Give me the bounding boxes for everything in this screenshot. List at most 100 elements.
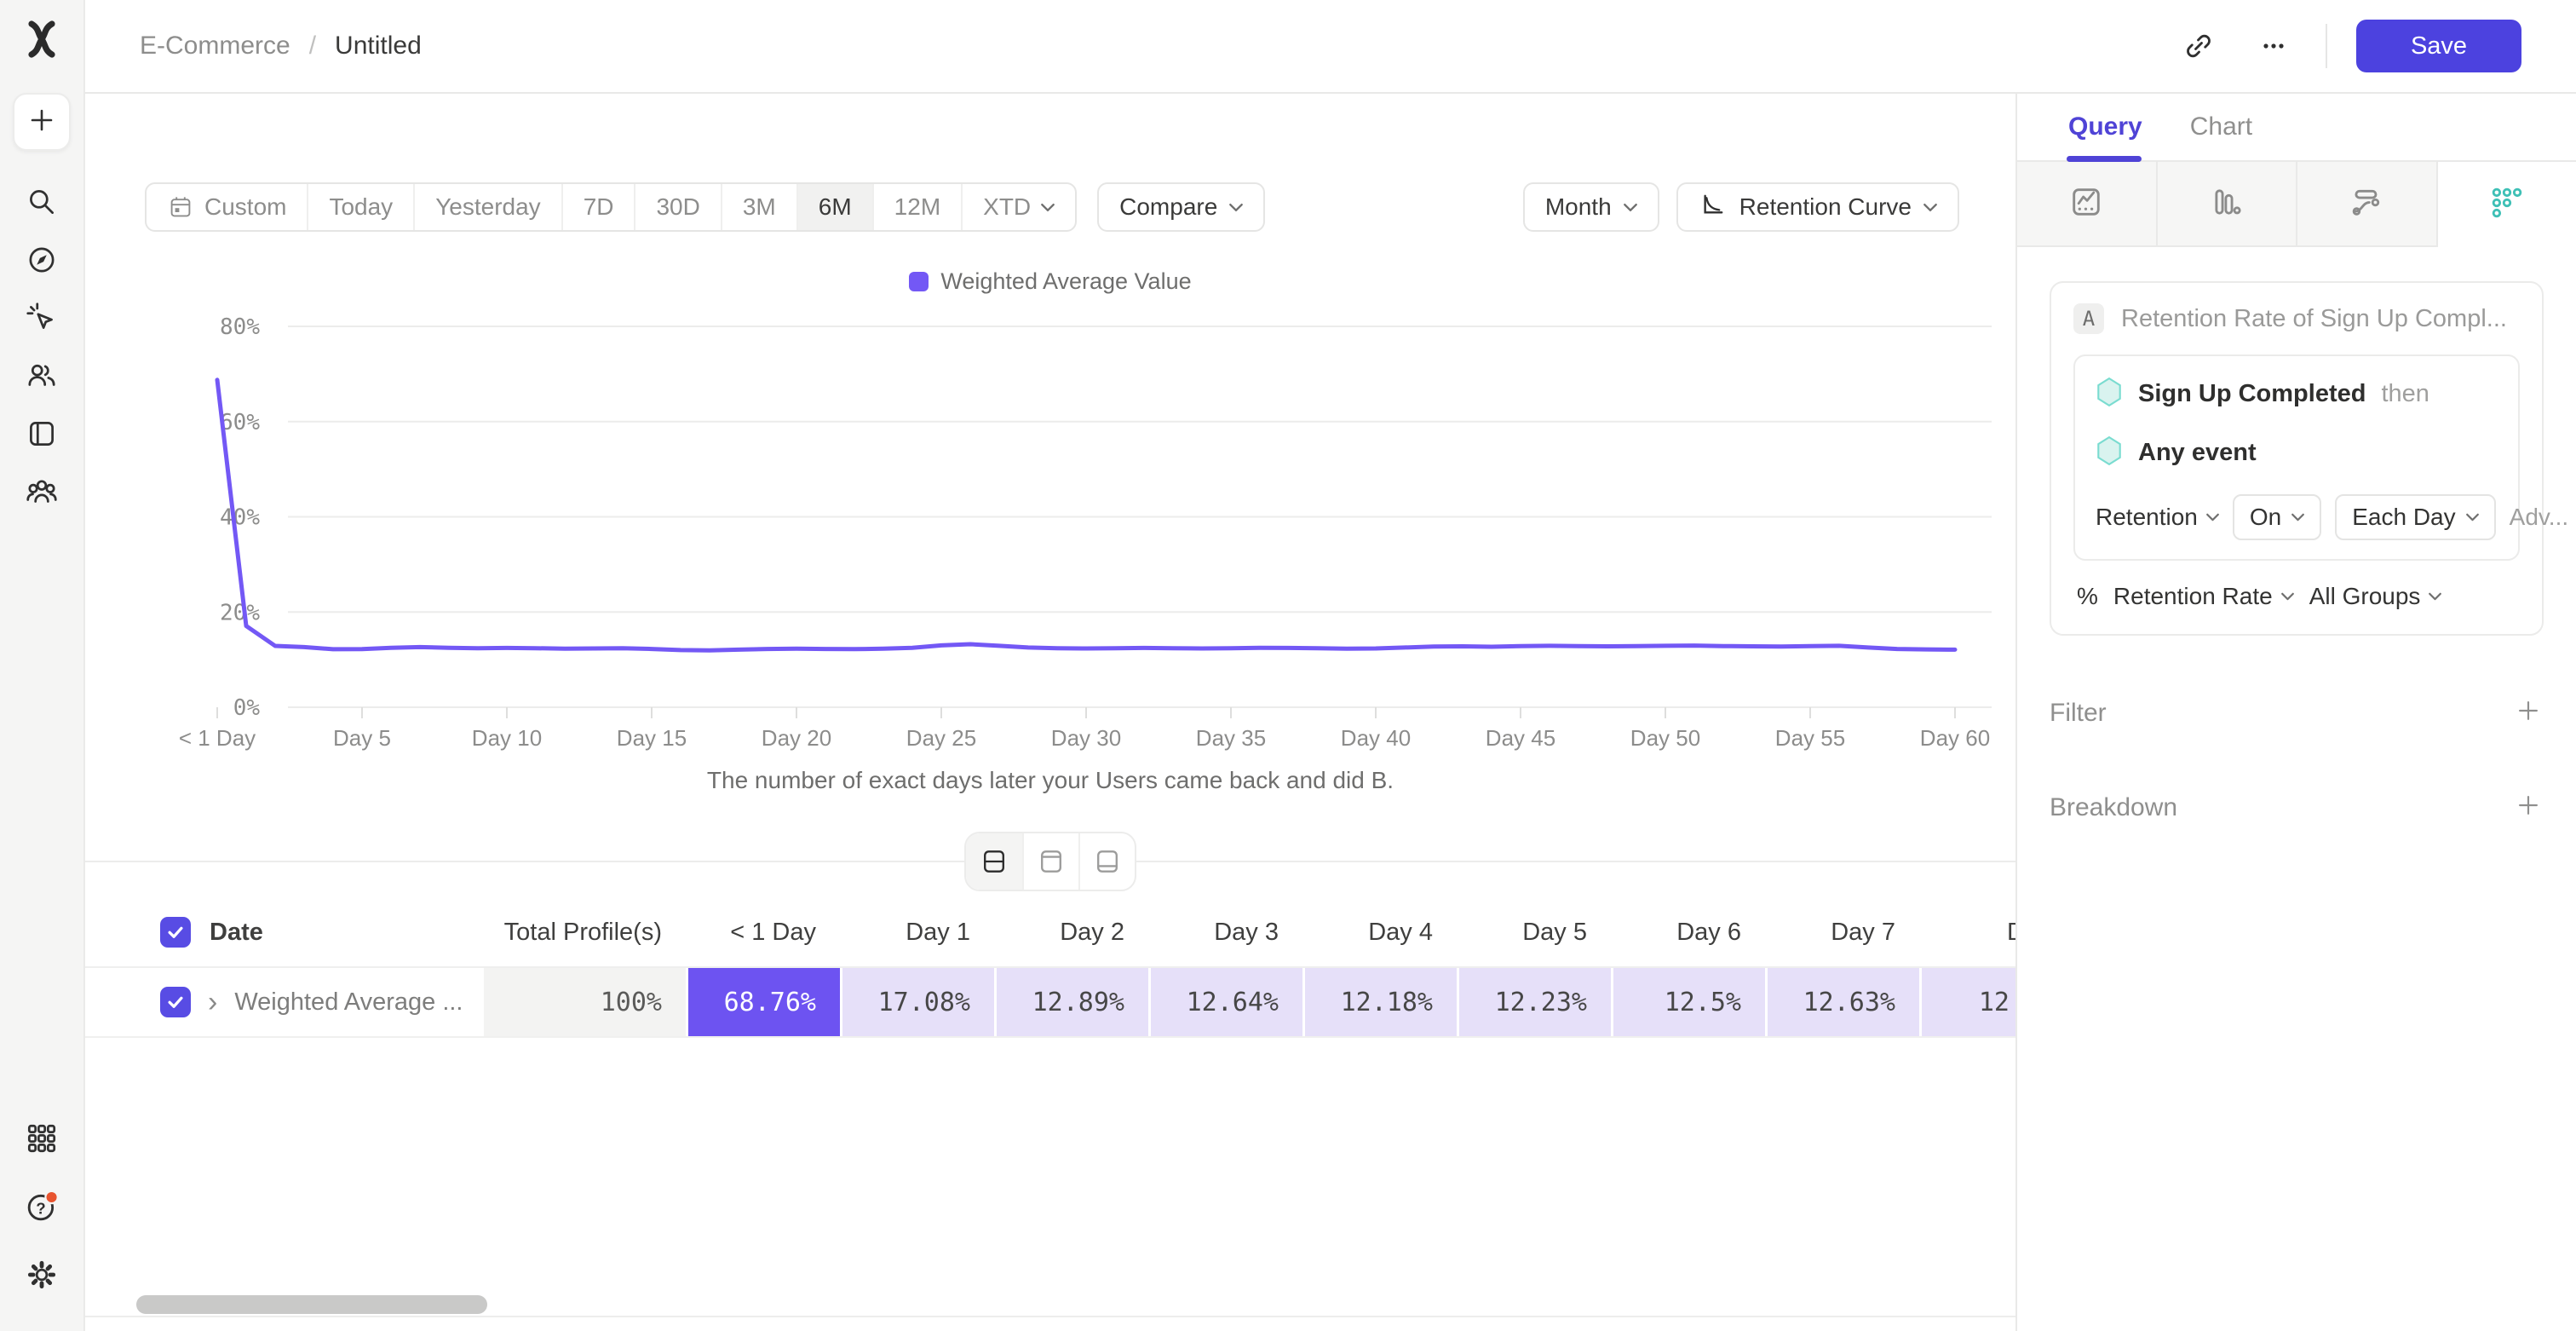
search-icon[interactable] [14,179,69,225]
chart-legend: Weighted Average Value [85,268,2015,295]
date-range-custom[interactable]: Custom [147,184,307,230]
view-toggle-split-view[interactable] [966,833,1022,890]
svg-text:Day 55: Day 55 [1775,725,1845,751]
retention-cell[interactable]: 12.5% [1613,968,1765,1036]
compass-icon[interactable] [14,237,69,283]
link-icon[interactable] [2176,23,2222,69]
column-header-total-profile-s-[interactable]: Total Profile(s) [503,918,662,946]
date-range-30d[interactable]: 30D [634,184,720,230]
groups-dropdown[interactable]: All Groups [2309,583,2442,610]
retention-cell[interactable]: 12.18% [1305,968,1457,1036]
tab-chart[interactable]: Chart [2189,112,2253,141]
retention-interval-dropdown[interactable]: Each Day [2335,494,2496,540]
date-range-6m[interactable]: 6M [796,184,872,230]
advanced-dropdown[interactable]: Adv... [2509,504,2569,530]
granularity-dropdown[interactable]: Month [1522,182,1659,232]
query-card: A Retention Rate of Sign Up Compl... Sig… [2050,281,2568,636]
compare-button[interactable]: Compare [1097,182,1266,232]
settings-gear-icon[interactable] [14,1252,69,1298]
panel-tabs: Query Chart [2017,94,2576,162]
tab-retention[interactable] [2435,162,2576,247]
date-range-7d[interactable]: 7D [561,184,635,230]
svg-text:20%: 20% [220,600,260,625]
column-header-day-1[interactable]: Day 1 [906,918,970,946]
retention-type-dropdown[interactable]: Retention [2096,504,2219,531]
tab-insights[interactable] [2017,162,2156,247]
step-event-name[interactable]: Any event [2138,439,2257,466]
svg-text:Day 40: Day 40 [1341,725,1411,751]
cohorts-icon[interactable] [14,469,69,515]
retention-chart[interactable]: 0% 20% 40% 60% 80% < 1 Day Day 5 Day 10 Day 15 Da… [85,297,2015,761]
date-range-control: Custom Today Yesterday 7D 30D 3M 6M 12M XTD [145,182,1078,232]
percent-prefix: % [2077,583,2098,609]
mixpanel-logo[interactable] [21,19,62,64]
retention-cell[interactable]: 12.63% [1768,968,1919,1036]
chart-type-dropdown[interactable]: Retention Curve [1676,182,1959,232]
help-icon[interactable]: ? [14,1184,69,1230]
svg-text:Day 25: Day 25 [906,725,976,751]
date-range-yesterday[interactable]: Yesterday [413,184,561,230]
legend-label: Weighted Average Value [940,268,1192,294]
apps-grid-icon[interactable] [14,1115,69,1161]
retention-cell[interactable]: 12.23% [1459,968,1611,1036]
date-range-3m[interactable]: 3M [720,184,796,230]
retention-cell[interactable]: 17.08% [842,968,994,1036]
breadcrumb-project[interactable]: E-Commerce [140,32,290,60]
query-title[interactable]: Retention Rate of Sign Up Compl... [2121,304,2507,332]
column-header-day-4[interactable]: Day 4 [1368,918,1433,946]
column-header-day-7[interactable]: Day 7 [1831,918,1895,946]
tab-funnels[interactable] [2155,162,2296,247]
svg-text:Day 50: Day 50 [1630,725,1700,751]
date-range-12m[interactable]: 12M [871,184,961,230]
row-checkbox[interactable] [160,987,191,1017]
insights-icon [2067,183,2105,225]
add-breakdown-button[interactable] [2513,790,2544,825]
column-header-day-5[interactable]: Day 5 [1522,918,1587,946]
tab-flows[interactable] [2296,162,2436,247]
retention-on-dropdown[interactable]: On [2232,494,2322,540]
create-new-button[interactable] [13,93,71,151]
retention-cell[interactable]: 100% [484,968,686,1036]
svg-text:60%: 60% [220,410,260,435]
column-header-d[interactable]: D [1919,898,2015,966]
svg-text:40%: 40% [220,505,260,531]
measure-row: % Retention Rate All Groups [2073,583,2520,610]
tab-query[interactable]: Query [2068,112,2142,141]
date-range-xtd[interactable]: XTD [961,184,1075,230]
board-icon[interactable] [14,411,69,457]
add-filter-button[interactable] [2513,695,2544,730]
page-title[interactable]: Untitled [335,32,422,60]
cursor-spark-icon[interactable] [14,295,69,341]
row-label-cell[interactable]: › Weighted Average ... [85,968,481,1036]
svg-text:Day 35: Day 35 [1196,725,1266,751]
sidebar-bottom-group: ? [14,1104,69,1309]
save-button[interactable]: Save [2356,20,2521,72]
view-toggle-chart-only[interactable] [1022,833,1078,890]
measure-dropdown[interactable]: Retention Rate [2113,583,2294,610]
view-toggle [964,832,1136,891]
filter-section: Filter [2050,695,2544,730]
step-row[interactable]: Any event [2096,435,2498,470]
users-icon[interactable] [14,353,69,399]
column-header-day-3[interactable]: Day 3 [1214,918,1279,946]
step-row[interactable]: Sign Up Completed then [2096,377,2498,412]
retention-cell[interactable]: 12.64% [1151,968,1302,1036]
column-header-day-2[interactable]: Day 2 [1060,918,1124,946]
date-range-today[interactable]: Today [307,184,413,230]
column-header-day-6[interactable]: Day 6 [1676,918,1741,946]
select-all-checkbox[interactable] [160,917,191,948]
column-header--1-day[interactable]: < 1 Day [730,918,816,946]
filter-label: Filter [2050,698,2107,727]
retention-cell[interactable]: 68.76% [688,968,840,1036]
view-toggle-table-only[interactable] [1078,833,1135,890]
step-event-name[interactable]: Sign Up Completed [2138,380,2366,407]
header-divider [2326,24,2327,68]
horizontal-scrollbar-thumb[interactable] [136,1295,487,1314]
row-expander-icon[interactable]: › [208,986,218,1018]
horizontal-scrollbar-track [85,1316,2015,1317]
retention-cell[interactable]: 12. [1922,968,2015,1036]
more-icon[interactable] [2251,23,2297,69]
chart-caption: The number of exact days later your User… [706,767,1394,793]
retention-cell[interactable]: 12.89% [997,968,1148,1036]
column-header-date[interactable]: Date [85,898,481,966]
